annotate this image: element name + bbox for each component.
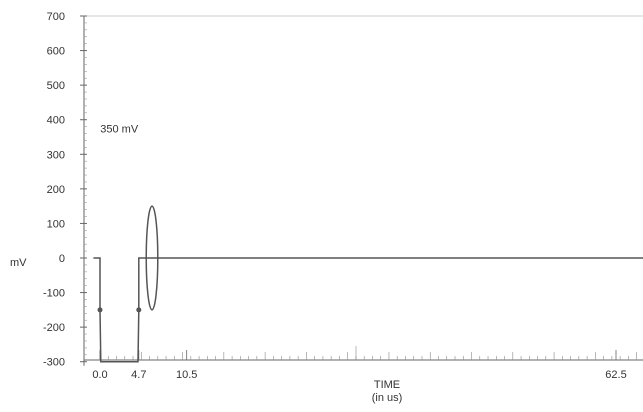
series [93, 257, 643, 363]
y-tick-label: -300 [43, 357, 65, 369]
y-tick-label: 100 [47, 218, 65, 230]
x-tick-label: 4.7 [131, 369, 146, 381]
axes [83, 15, 643, 366]
y-tick-label: -200 [43, 322, 65, 334]
waveform-line [93, 257, 643, 363]
ticks: 700 600 500 400 300 200 100 0 -100 -200 -300 0.0 4.7… [43, 11, 637, 381]
overshoot-ellipse [145, 205, 159, 311]
y-tick-label: -100 [43, 288, 65, 300]
x-axis-unit-label: (in us) [372, 392, 403, 404]
y-tick-label: 0 [59, 253, 65, 265]
y-tick-label: 500 [47, 80, 65, 92]
data-point-marker [97, 307, 103, 313]
y-tick-label: 300 [47, 149, 65, 161]
y-tick-label: 400 [47, 115, 65, 127]
y-tick-label: 600 [47, 46, 65, 58]
x-tick-label: 0.0 [92, 369, 107, 381]
y-tick-label: 200 [47, 184, 65, 196]
overlays [145, 205, 159, 311]
amplitude-annotation: 350 mV [100, 123, 139, 135]
y-tick-label: 700 [47, 11, 65, 23]
x-tick-label: 10.5 [176, 369, 197, 381]
data-point-marker [136, 307, 142, 313]
x-axis-label: TIME [374, 379, 400, 391]
y-axis-label: mV [10, 257, 27, 269]
x-tick-label: 62.5 [605, 369, 626, 381]
